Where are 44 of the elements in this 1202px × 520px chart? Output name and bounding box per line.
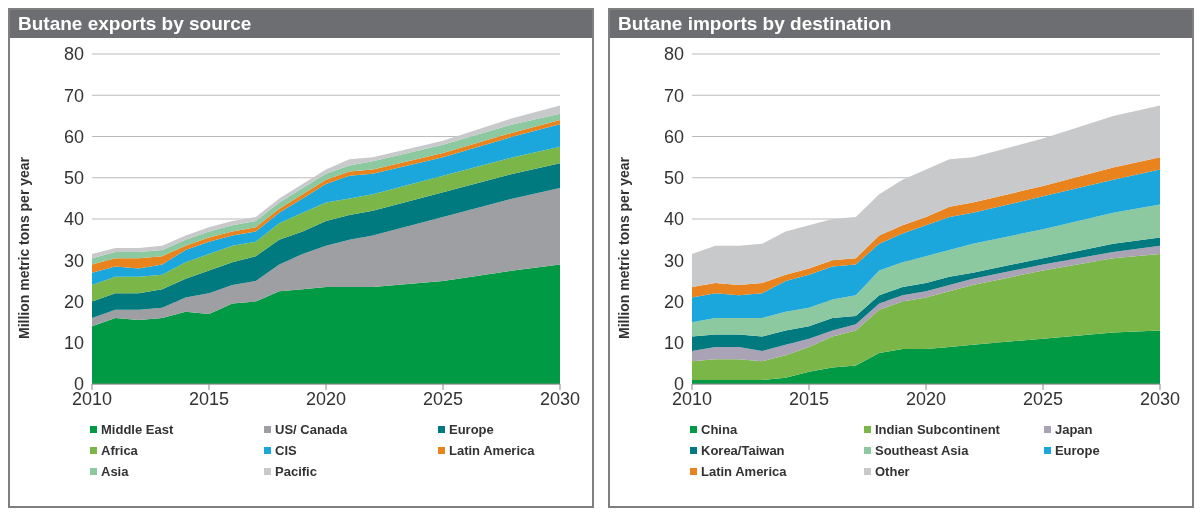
y-tick-label: 70 <box>663 85 684 106</box>
legend-label: China <box>701 422 738 437</box>
y-tick-label: 10 <box>663 333 684 354</box>
y-axis-title: Million metric tons per year <box>15 156 32 339</box>
legend-label: CIS <box>275 443 297 458</box>
legend-label: Middle East <box>101 422 174 437</box>
x-tick-label: 2015 <box>188 388 230 409</box>
x-tick-label: 2020 <box>905 388 947 409</box>
y-tick-label: 60 <box>63 126 84 147</box>
chart-title: Butane imports by destination <box>610 10 1192 38</box>
legend-label: Europe <box>449 422 494 437</box>
legend-label: Africa <box>101 443 138 458</box>
legend-label: Japan <box>1054 422 1093 437</box>
y-tick-label: 60 <box>663 126 684 147</box>
y-axis-title: Million metric tons per year <box>615 156 632 339</box>
y-tick-label: 10 <box>63 333 84 354</box>
y-tick-label: 50 <box>663 168 684 189</box>
legend-label: Korea/Taiwan <box>701 443 785 458</box>
legend-label: US/ Canada <box>275 422 348 437</box>
y-tick-label: 50 <box>63 168 84 189</box>
y-tick-label: 20 <box>63 291 84 312</box>
y-tick-label: 80 <box>63 44 84 65</box>
y-tick-label: 80 <box>663 44 684 65</box>
y-tick-label: 30 <box>663 250 684 271</box>
x-tick-label: 2020 <box>305 388 347 409</box>
legend-label: Europe <box>1054 443 1100 458</box>
legend-label: Asia <box>101 464 129 479</box>
x-tick-label: 2025 <box>1022 388 1064 409</box>
y-tick-label: 20 <box>663 291 684 312</box>
legend-label: Latin America <box>701 464 787 479</box>
legend-label: Southeast Asia <box>875 443 969 458</box>
x-tick-label: 2025 <box>422 388 464 409</box>
y-tick-label: 70 <box>63 85 84 106</box>
legend-label: Other <box>875 464 910 479</box>
y-tick-label: 30 <box>63 250 84 271</box>
x-tick-label: 2030 <box>1139 388 1181 409</box>
legend-label: Latin America <box>449 443 535 458</box>
legend-label: Pacific <box>275 464 317 479</box>
x-tick-label: 2030 <box>539 388 581 409</box>
y-tick-label: 40 <box>663 209 684 230</box>
chart-title: Butane exports by source <box>10 10 592 38</box>
legend-label: Indian Subcontinent <box>875 422 1000 437</box>
x-tick-label: 2015 <box>788 388 830 409</box>
y-tick-label: 40 <box>63 209 84 230</box>
